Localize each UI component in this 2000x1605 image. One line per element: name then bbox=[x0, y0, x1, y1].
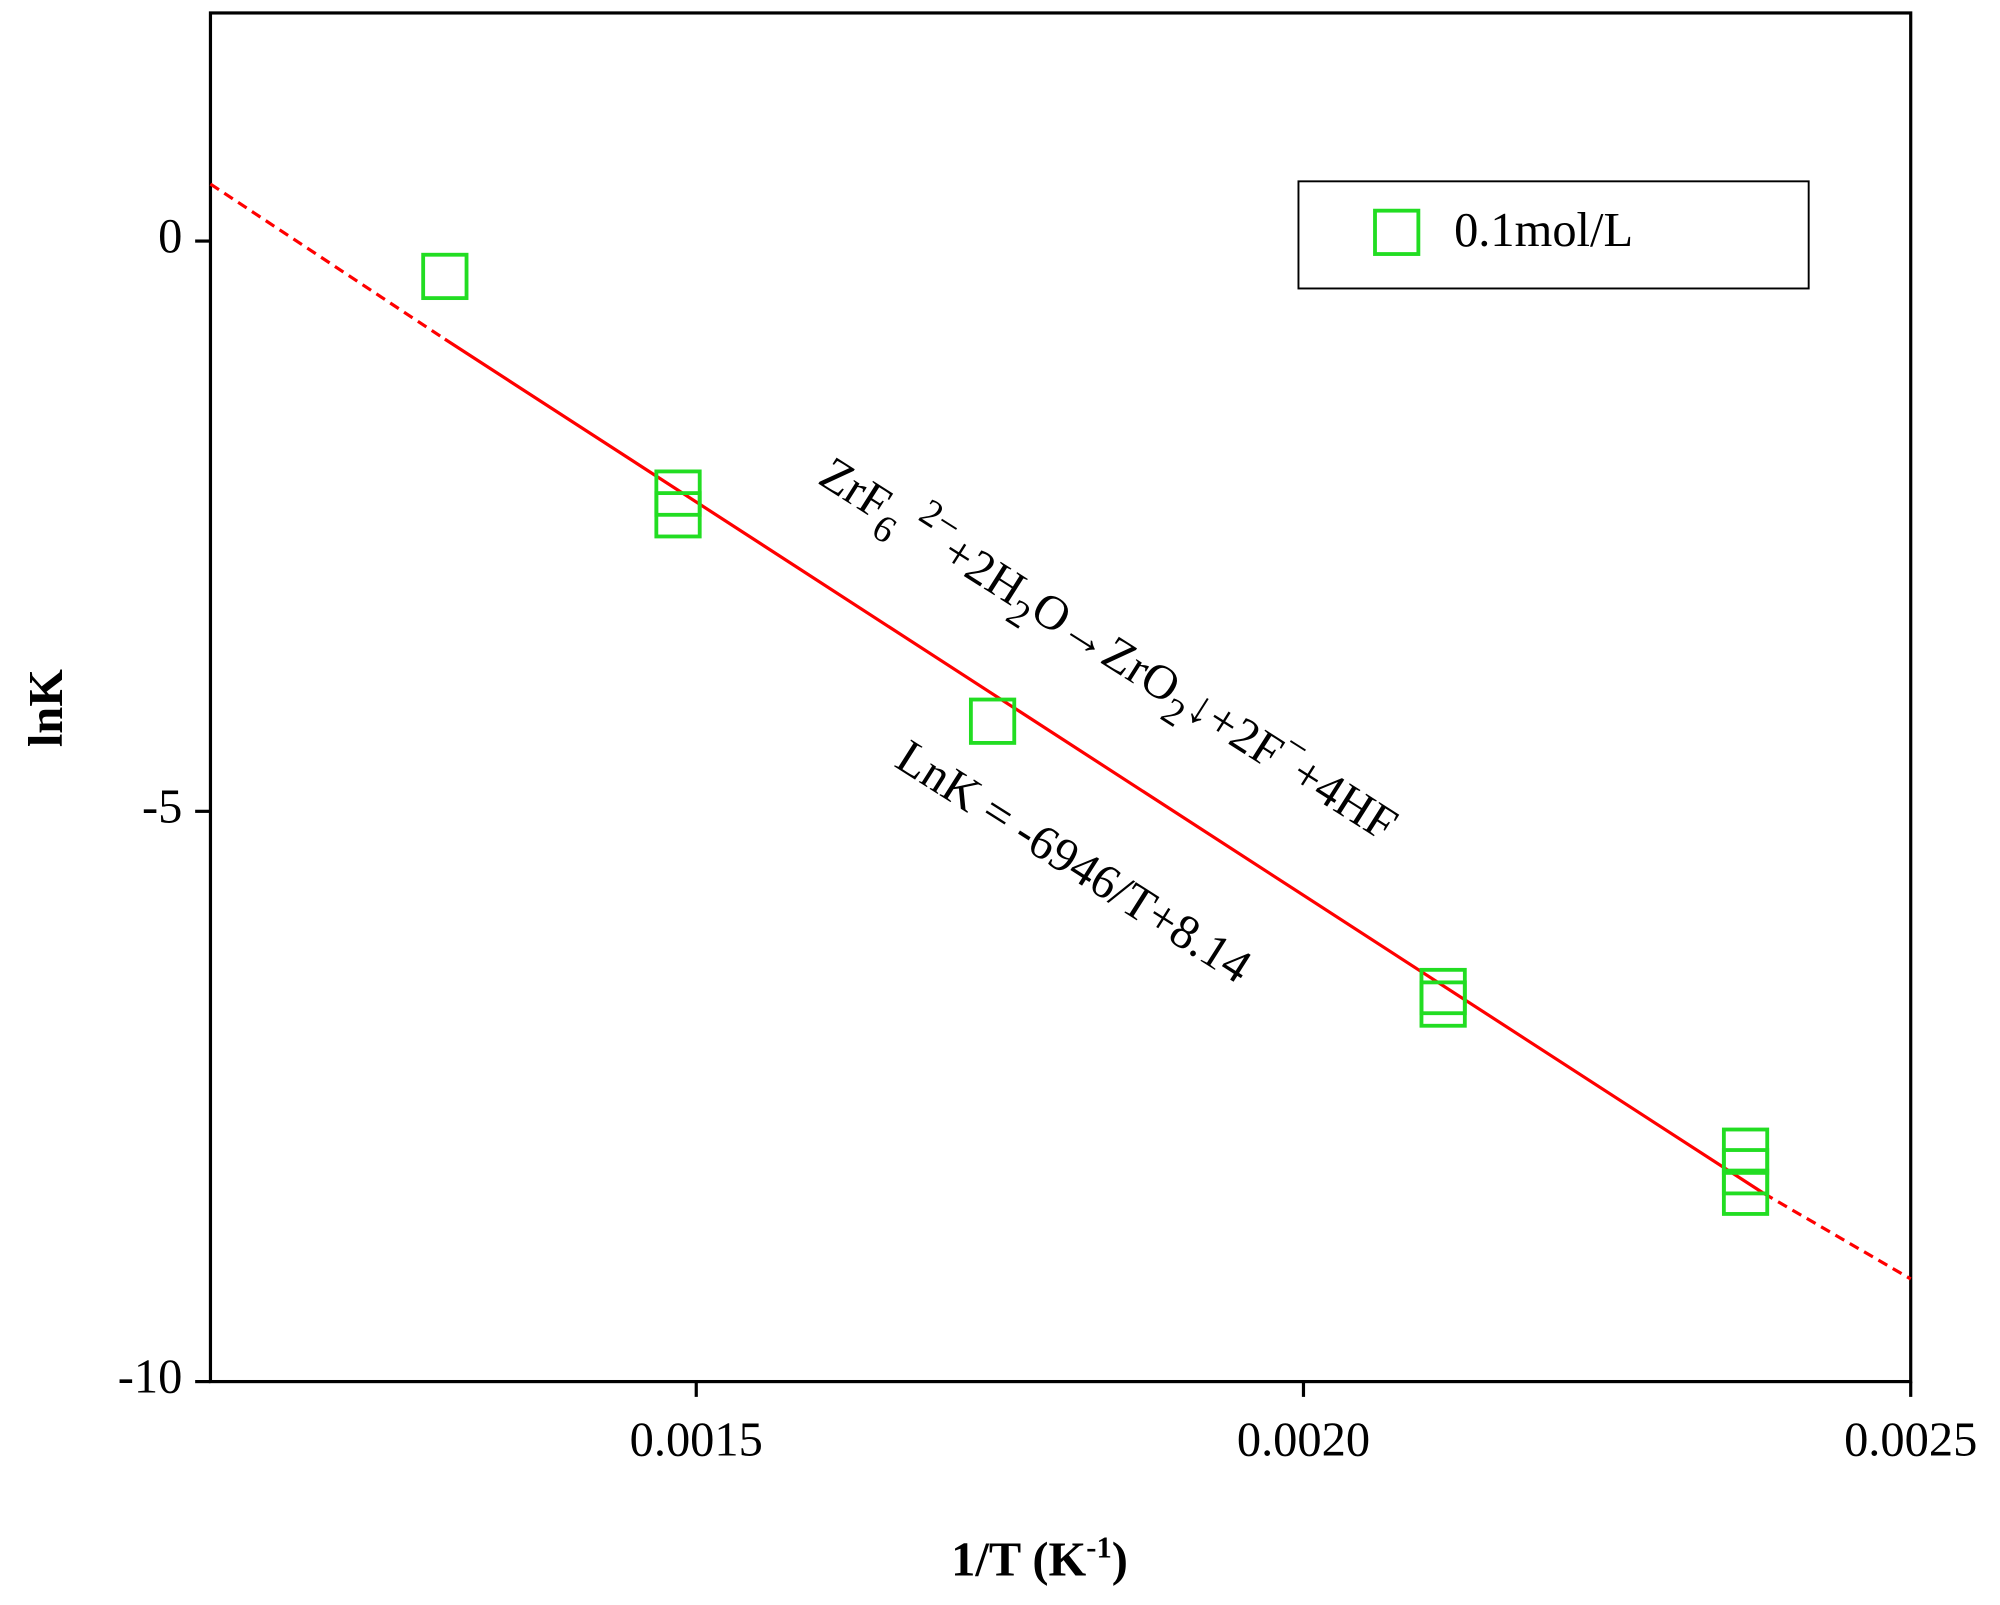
x-label-part: 1/T (K bbox=[951, 1533, 1086, 1586]
legend-label: 0.1mol/L bbox=[1454, 204, 1633, 257]
data-point bbox=[421, 252, 469, 301]
x-label-part: -1 bbox=[1086, 1531, 1112, 1565]
y-axis-label: lnK bbox=[20, 669, 73, 747]
reaction-part: +4HF bbox=[1282, 746, 1406, 852]
plot-frame bbox=[208, 11, 1913, 1384]
x-axis-label: 1/T (K-1) bbox=[951, 1531, 1128, 1587]
data-point bbox=[968, 697, 1017, 745]
y-tick-label: -10 bbox=[118, 1351, 183, 1404]
equation-annotation: LnK = -6946/T+8.14 bbox=[887, 730, 1260, 994]
x-tick-label: 0.0020 bbox=[1237, 1414, 1370, 1467]
reaction-annotation: ZrF6 2−+2H2O→ZrO2↓+2F−+4HF bbox=[803, 435, 1413, 863]
y-tick-label: 0 bbox=[158, 210, 182, 263]
legend-marker bbox=[1373, 208, 1421, 256]
data-point bbox=[1721, 1168, 1770, 1216]
reaction-part: ↓+2F bbox=[1177, 680, 1292, 780]
fit-line-extension bbox=[1762, 1192, 1912, 1281]
x-label-part: ) bbox=[1112, 1533, 1128, 1586]
x-tick-label: 0.0025 bbox=[1844, 1414, 1977, 1467]
reaction-part: O→ZrO bbox=[1022, 581, 1189, 714]
x-tick-label: 0.0015 bbox=[630, 1414, 763, 1467]
fit-line bbox=[443, 337, 1765, 1195]
data-point bbox=[1419, 980, 1467, 1028]
legend-box bbox=[1297, 180, 1810, 290]
data-point bbox=[654, 491, 702, 539]
fit-line-extension bbox=[209, 182, 446, 341]
y-tick-label: -5 bbox=[142, 780, 182, 833]
